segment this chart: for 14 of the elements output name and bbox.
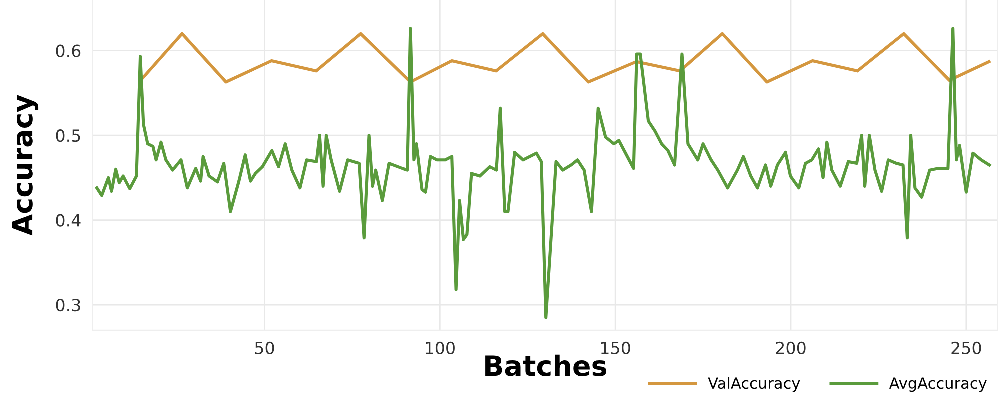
- x-tick-label: 50: [255, 342, 274, 354]
- legend-label: ValAccuracy: [708, 377, 800, 392]
- y-axis-title: Accuracy: [12, 95, 39, 236]
- x-tick-label: 200: [776, 342, 806, 354]
- x-tick-label: 150: [602, 342, 630, 354]
- y-tick-label: 0.6: [56, 44, 81, 58]
- x-tick-label: 250: [952, 342, 982, 354]
- x-axis-title: Batches: [486, 354, 606, 376]
- x-tick-label: 100: [426, 342, 455, 354]
- y-tick-label: 0.4: [56, 214, 81, 227]
- line-series: [95, 27, 992, 320]
- y-tick-label: 0.3: [56, 299, 80, 312]
- legend-label: AvgAccuracy: [889, 378, 987, 392]
- y-tick-label: 0.5: [56, 130, 80, 142]
